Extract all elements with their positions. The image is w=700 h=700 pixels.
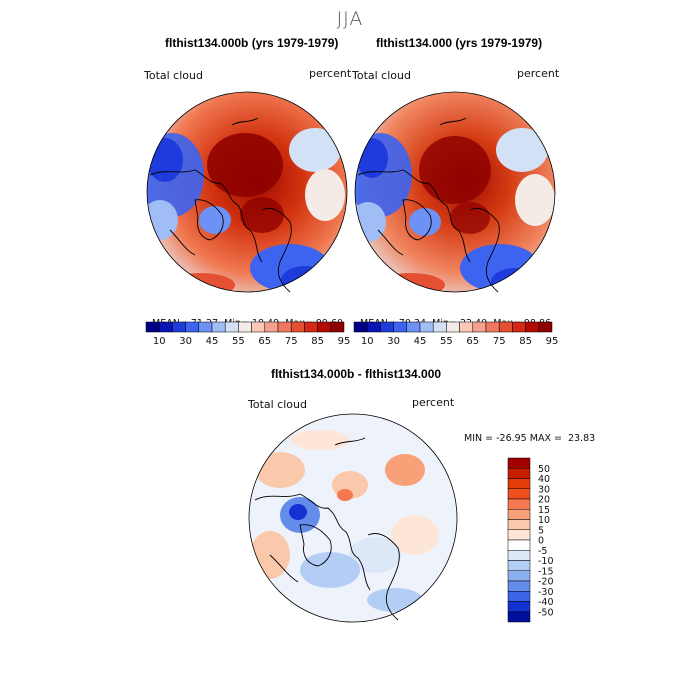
colorbar-left-swatch	[238, 321, 252, 333]
units-label-diff: percent	[412, 396, 455, 409]
colorbar-diff-tick-label: 15	[538, 505, 550, 516]
units-label-right: percent	[517, 67, 560, 80]
colorbar-diff-swatch	[507, 529, 531, 541]
season-title: JJA	[336, 8, 364, 30]
colorbar-diff-tick-label: 20	[538, 495, 550, 506]
colorbar-right-swatch	[498, 321, 513, 333]
colorbar-left-swatch	[224, 321, 239, 333]
colorbar-left-tick-label: 30	[179, 336, 192, 347]
colorbar-diff-tick-label: -30	[538, 587, 554, 598]
colorbar-diff-swatch	[507, 519, 531, 530]
colorbar-diff-swatch	[507, 457, 531, 469]
colorbar-diff-swatch	[507, 550, 531, 561]
panel-title-left: flthist134.000b (yrs 1979-1979)	[165, 36, 339, 50]
var-label-left: Total cloud	[144, 69, 203, 82]
colorbar-left-swatch	[251, 321, 266, 333]
colorbar-left-swatch	[185, 321, 200, 333]
colorbar-right-tick-label: 95	[546, 336, 559, 347]
colorbar-right-tick-label: 55	[440, 336, 453, 347]
colorbar-right: 10 30 45 55 65 75 85 95	[353, 321, 559, 347]
colorbar-left-swatch	[211, 321, 226, 333]
map-diff	[248, 413, 458, 623]
colorbar-left-swatch	[145, 321, 160, 333]
colorbar-left-tick-label: 75	[285, 336, 298, 347]
colorbar-right-tick-label: 85	[519, 336, 532, 347]
colorbar-diff-tick-label: -50	[538, 607, 554, 618]
colorbar-diff-swatch	[507, 601, 531, 612]
colorbar-diff-swatch	[507, 539, 531, 551]
colorbar-left: 10 30 45 55 65 75 85 95	[145, 321, 351, 347]
colorbar-diff-swatch	[507, 580, 531, 592]
colorbar-left-swatch	[198, 321, 213, 333]
colorbar-diff-tick-label: -5	[538, 546, 547, 557]
map-right	[354, 91, 556, 293]
colorbar-right-swatch	[432, 321, 447, 333]
colorbar-diff-tick-label: -40	[538, 597, 554, 608]
colorbar-right-swatch	[446, 321, 460, 333]
colorbar-right-swatch	[366, 321, 381, 333]
colorbar-left-swatch	[277, 321, 292, 333]
colorbar-diff-swatch	[507, 591, 531, 602]
colorbar-right-swatch	[525, 321, 540, 333]
colorbar-diff-tick-label: 50	[538, 464, 550, 475]
colorbar-right-swatch	[472, 321, 487, 333]
colorbar-right-tick-label: 30	[387, 336, 400, 347]
colorbar-left-tick-label: 45	[206, 336, 219, 347]
colorbar-diff-swatch	[507, 570, 531, 582]
colorbar-diff-swatch	[507, 498, 531, 510]
var-label-diff: Total cloud	[248, 398, 307, 411]
colorbar-left-swatch	[158, 321, 173, 333]
colorbar-right-swatch	[406, 321, 421, 333]
colorbar-diff-tick-label: 10	[538, 515, 550, 526]
colorbar-diff-tick-label: 30	[538, 484, 550, 495]
colorbar-right-tick-label: 10	[361, 336, 374, 347]
var-label-right: Total cloud	[352, 69, 411, 82]
colorbar-diff-swatch	[507, 478, 531, 489]
colorbar-right-tick-label: 75	[493, 336, 506, 347]
colorbar-right-swatch	[485, 321, 500, 333]
colorbar-diff-tick-label: -10	[538, 556, 554, 567]
colorbar-left-swatch	[317, 321, 332, 333]
colorbar-right-swatch	[419, 321, 434, 333]
colorbar-diff-swatch	[507, 611, 531, 623]
colorbar-left-swatch	[330, 321, 345, 333]
colorbar-right-swatch	[459, 321, 474, 333]
colorbar-right-swatch	[512, 321, 526, 333]
colorbar-diff-swatch	[507, 488, 531, 500]
colorbar-diff-swatch	[507, 468, 531, 479]
colorbar-diff-tick-label: 5	[538, 525, 544, 536]
colorbar-left-tick-label: 10	[153, 336, 166, 347]
colorbar-left-tick-label: 95	[338, 336, 351, 347]
colorbar-diff-swatch	[507, 509, 531, 520]
diff-title: flthist134.000b - flthist134.000	[271, 367, 442, 381]
diff-minmax: MIN = -26.95 MAX = 23.83	[464, 433, 596, 444]
colorbar-right-tick-label: 45	[414, 336, 427, 347]
colorbar-diff-tick-label: 40	[538, 474, 550, 485]
colorbar-diff-tick-label: -20	[538, 577, 554, 588]
colorbar-right-swatch	[353, 321, 368, 333]
colorbar-left-tick-label: 65	[258, 336, 271, 347]
colorbar-diff-swatch	[507, 560, 531, 571]
colorbar-right-swatch	[538, 321, 553, 333]
colorbar-left-swatch	[290, 321, 305, 333]
colorbar-left-swatch	[304, 321, 318, 333]
colorbar-left-tick-label: 85	[311, 336, 324, 347]
colorbar-left-swatch	[264, 321, 279, 333]
colorbar-left-swatch	[172, 321, 186, 333]
colorbar-diff-tick-label: -15	[538, 566, 554, 577]
units-label-left: percent	[309, 67, 352, 80]
colorbar-right-tick-label: 65	[466, 336, 479, 347]
map-left	[146, 91, 348, 293]
colorbar-right-swatch	[380, 321, 394, 333]
panel-title-right: flthist134.000 (yrs 1979-1979)	[376, 36, 543, 50]
colorbar-left-tick-label: 55	[232, 336, 245, 347]
colorbar-right-swatch	[393, 321, 408, 333]
colorbar-diff-tick-label: 0	[538, 536, 544, 547]
